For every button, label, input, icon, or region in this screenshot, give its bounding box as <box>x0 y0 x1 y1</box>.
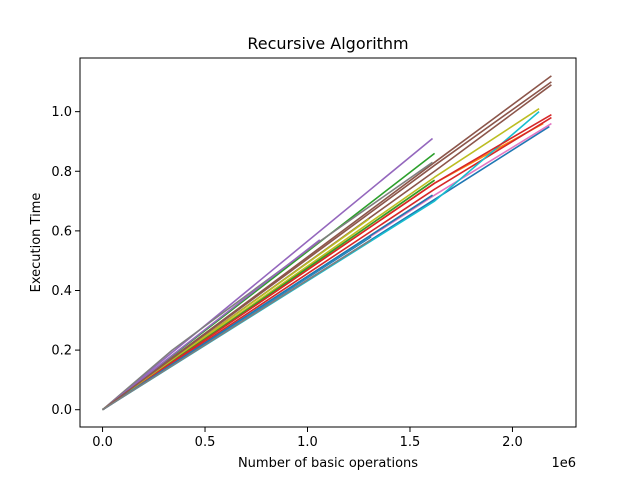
x-tick-label: 1.0 <box>297 435 318 450</box>
y-tick-label: 0.2 <box>51 344 72 359</box>
series-line-8 <box>102 161 433 411</box>
series-line-15 <box>102 239 321 411</box>
x-axis-ticks: 0.0 0.5 1.0 1.5 2.0 <box>92 427 523 450</box>
y-tick-label: 0.8 <box>51 165 72 180</box>
y-tick-label: 0.6 <box>51 224 72 239</box>
series-line-4 <box>102 116 552 411</box>
chart-title: Recursive Algorithm <box>247 34 408 53</box>
y-tick-label: 0.0 <box>51 403 72 418</box>
x-tick-label: 2.0 <box>502 435 523 450</box>
series-lines <box>102 75 552 411</box>
series-line-23 <box>102 239 372 411</box>
x-axis-offset-label: 1e6 <box>551 456 576 471</box>
y-tick-label: 0.4 <box>51 284 72 299</box>
series-line-21 <box>102 194 433 411</box>
y-axis-ticks: 0.0 0.2 0.4 0.6 0.8 1.0 <box>51 105 80 418</box>
series-line-22 <box>102 81 552 411</box>
series-line-5 <box>102 137 434 411</box>
series-line-14 <box>102 113 552 411</box>
series-line-9 <box>102 108 540 411</box>
y-tick-label: 1.0 <box>51 105 72 120</box>
axes-frame <box>79 57 577 428</box>
y-axis-label: Execution Time <box>29 193 44 293</box>
x-tick-label: 1.5 <box>400 435 421 450</box>
x-tick-label: 0.0 <box>92 435 113 450</box>
x-axis-label: Number of basic operations <box>238 456 418 471</box>
x-tick-label: 0.5 <box>195 435 216 450</box>
